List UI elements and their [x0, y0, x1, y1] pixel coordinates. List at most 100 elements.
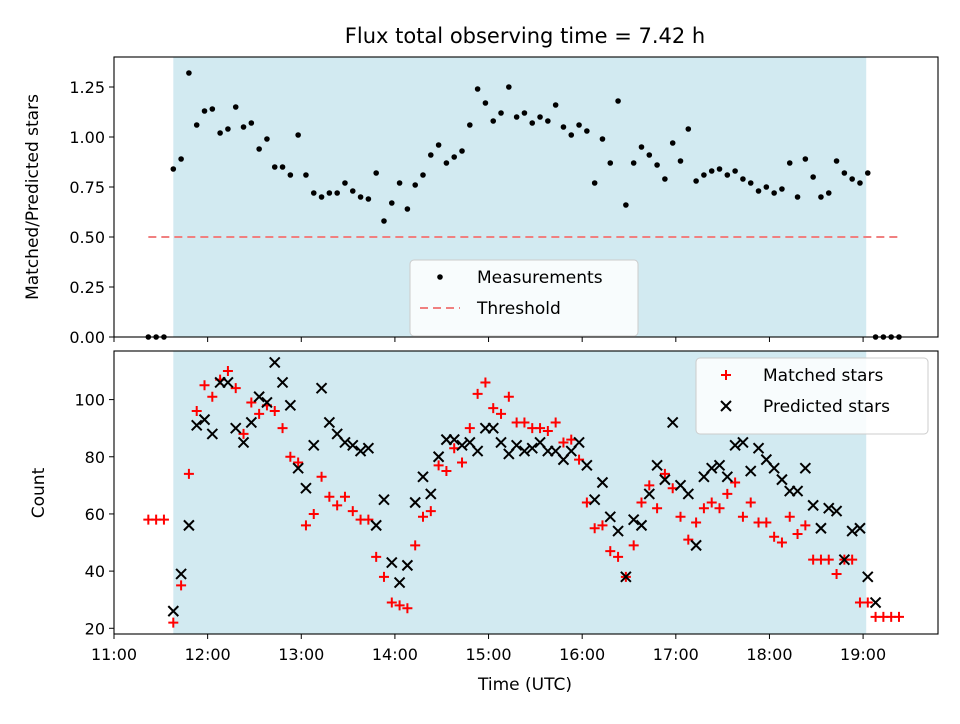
- legend-label: Threshold: [476, 299, 561, 319]
- matched-star-point: [433, 460, 444, 471]
- predicted-star-point: [612, 525, 624, 537]
- predicted-star-point: [308, 439, 320, 452]
- predicted-star-point: [854, 522, 866, 534]
- predicted-star-point: [245, 416, 258, 429]
- measurement-point: [396, 180, 403, 186]
- predicted-star-point: [206, 428, 219, 440]
- matched-star-point: [745, 497, 756, 508]
- predicted-star-point: [230, 422, 242, 434]
- measurement-point: [467, 122, 473, 128]
- matched-star-point: [277, 423, 288, 434]
- measurement-point: [513, 114, 520, 120]
- matched-star-point: [581, 497, 592, 508]
- matched-star-point: [893, 611, 904, 622]
- x-tick-label: 12:00: [185, 645, 231, 664]
- measurement-point: [537, 114, 543, 120]
- measurement-point: [186, 70, 192, 76]
- matched-star-point: [737, 511, 748, 522]
- legend-label: Measurements: [477, 268, 603, 288]
- x-tick-label: 19:00: [840, 645, 886, 664]
- matched-star-point: [183, 468, 194, 479]
- measurement-point: [623, 202, 629, 208]
- matched-star-point: [496, 408, 507, 419]
- measurement-point: [248, 120, 255, 126]
- measurement-point: [326, 190, 333, 196]
- matched-star-point: [714, 503, 725, 514]
- y-tick-label: 80: [85, 448, 105, 467]
- matched-star-point: [254, 408, 265, 419]
- matched-star-point: [199, 380, 210, 391]
- predicted-star-point: [791, 485, 804, 497]
- matched-star-point: [332, 500, 343, 511]
- measurement-point: [779, 186, 785, 192]
- measurement-point: [685, 126, 692, 132]
- matched-star-point: [191, 406, 202, 417]
- matched-star-point: [425, 506, 436, 517]
- predicted-star-point: [269, 356, 281, 369]
- y-tick-label: 0.75: [69, 178, 105, 197]
- predicted-star-point: [401, 559, 414, 572]
- predicted-star-point: [776, 473, 788, 486]
- predicted-star-point: [417, 471, 429, 483]
- matched-star-point: [480, 377, 491, 388]
- matched-star-point: [293, 457, 304, 468]
- predicted-star-point: [347, 439, 359, 452]
- predicted-star-point: [846, 525, 858, 537]
- matched-star-point: [449, 443, 460, 454]
- measurement-point: [279, 164, 286, 170]
- measurement-point: [225, 126, 231, 132]
- legend-marker: [721, 370, 731, 380]
- measurement-point: [451, 154, 458, 160]
- legend-marker: [437, 274, 443, 280]
- measurement-point: [802, 156, 809, 162]
- measurement-point: [701, 172, 707, 178]
- measurement-point: [740, 176, 746, 182]
- measurement-point: [669, 140, 676, 146]
- matched-star-point: [659, 468, 670, 479]
- matched-star-point: [792, 528, 803, 539]
- measurement-point: [638, 144, 645, 150]
- measurement-point: [545, 118, 551, 124]
- matched-star-point: [776, 537, 787, 548]
- x-tick-label: 15:00: [465, 645, 511, 664]
- predicted-star-point: [651, 459, 663, 472]
- matched-star-point: [550, 417, 561, 428]
- predicted-star-point: [237, 436, 250, 449]
- matched-star-point: [300, 520, 311, 531]
- measurement-point: [825, 190, 832, 196]
- predicted-star-point: [713, 459, 726, 472]
- matched-star-point: [503, 391, 514, 402]
- predicted-star-point: [830, 505, 843, 517]
- measurement-point: [420, 172, 426, 178]
- matched-star-point: [683, 534, 694, 545]
- measurement-point: [552, 102, 559, 108]
- measurement-point: [591, 180, 598, 186]
- measurement-point: [217, 130, 223, 136]
- measurement-point: [209, 106, 216, 112]
- matched-star-point: [535, 423, 546, 434]
- measurement-point: [833, 158, 840, 164]
- series-matched-stars: [143, 366, 904, 628]
- measurement-point: [646, 152, 653, 158]
- measurement-point: [724, 172, 731, 178]
- measurement-point: [373, 170, 379, 176]
- matched-star-point: [667, 483, 678, 494]
- measurement-point: [240, 124, 247, 130]
- predicted-star-point: [393, 576, 406, 589]
- x-tick-label: 14:00: [372, 645, 418, 664]
- predicted-star-point: [253, 391, 265, 403]
- matched-star-point: [394, 600, 405, 611]
- matched-star-point: [238, 428, 249, 439]
- measurement-point: [256, 146, 262, 152]
- predicted-star-point: [815, 522, 827, 534]
- matched-star-point: [472, 388, 483, 399]
- matched-star-point: [207, 391, 218, 402]
- matched-star-point: [339, 491, 350, 502]
- measurement-point: [529, 120, 536, 126]
- bottom-panel: 20 40 60 80 100 11:00 12:00 13:00 14:00 15:00 16:…: [29, 350, 939, 695]
- y-tick-label: 1.00: [69, 128, 105, 147]
- y-tick-label: 0.50: [69, 228, 105, 247]
- legend-label: Predicted stars: [763, 397, 890, 417]
- matched-star-point: [230, 383, 241, 394]
- predicted-star-point: [183, 519, 195, 532]
